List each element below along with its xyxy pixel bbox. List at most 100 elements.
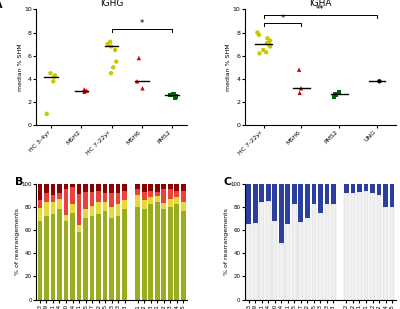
Bar — [181, 184, 186, 191]
Bar — [162, 189, 166, 203]
Point — [81, 89, 88, 94]
Bar — [122, 191, 127, 200]
Point — [44, 111, 50, 116]
Bar — [292, 184, 297, 205]
Bar — [279, 184, 284, 243]
Bar — [357, 184, 362, 192]
Bar — [344, 193, 349, 300]
Bar — [64, 184, 68, 189]
Bar — [324, 184, 329, 205]
Bar — [142, 200, 146, 209]
Point — [267, 44, 273, 49]
Bar — [305, 184, 310, 218]
Bar — [331, 205, 336, 300]
Bar — [64, 221, 68, 300]
Bar — [57, 209, 62, 300]
Bar — [148, 205, 153, 300]
Point — [136, 56, 142, 61]
Bar — [96, 214, 101, 300]
Bar — [64, 189, 68, 215]
Bar — [90, 192, 94, 205]
Bar — [377, 184, 381, 195]
Bar — [38, 208, 42, 221]
Bar — [96, 191, 101, 202]
Bar — [266, 184, 270, 201]
Bar — [259, 202, 264, 300]
Point — [113, 59, 120, 64]
Bar — [324, 205, 329, 300]
Point — [260, 48, 266, 53]
Bar — [70, 187, 75, 205]
Bar — [135, 195, 140, 207]
Bar — [168, 207, 173, 300]
Bar — [90, 205, 94, 216]
Bar — [174, 205, 179, 300]
Bar — [318, 184, 323, 213]
Y-axis label: % of rearrangements: % of rearrangements — [15, 208, 20, 275]
Y-axis label: median % SHM: median % SHM — [18, 44, 23, 91]
Bar — [83, 192, 88, 209]
Bar — [364, 191, 368, 300]
Bar — [44, 216, 49, 300]
Bar — [103, 193, 108, 202]
Bar — [96, 184, 101, 191]
Bar — [364, 184, 368, 191]
Bar — [70, 184, 75, 187]
Bar — [90, 216, 94, 300]
Bar — [142, 184, 146, 192]
Point — [256, 51, 263, 56]
Bar — [70, 213, 75, 300]
Bar — [181, 191, 186, 202]
Bar — [155, 184, 160, 192]
Bar — [38, 200, 42, 208]
Point — [167, 93, 174, 98]
Bar — [51, 195, 55, 202]
Point — [108, 71, 114, 76]
Bar — [246, 184, 251, 224]
Point — [172, 95, 178, 100]
Bar — [148, 197, 153, 205]
Point — [170, 91, 177, 96]
Bar — [142, 192, 146, 200]
Bar — [174, 191, 179, 197]
Bar — [162, 209, 166, 300]
Bar — [103, 184, 108, 193]
Bar — [253, 223, 258, 300]
Text: *: * — [140, 19, 144, 28]
Text: *: * — [280, 14, 285, 23]
Bar — [292, 205, 297, 300]
Point — [108, 44, 114, 49]
Bar — [122, 184, 127, 191]
Bar — [351, 193, 355, 300]
Bar — [298, 222, 303, 300]
Bar — [305, 218, 310, 300]
Bar — [318, 213, 323, 300]
Point — [107, 39, 114, 44]
Point — [264, 40, 270, 45]
Bar — [38, 221, 42, 300]
Bar — [286, 184, 290, 224]
Point — [298, 86, 304, 91]
Point — [332, 93, 339, 98]
Bar — [64, 215, 68, 221]
Bar — [135, 207, 140, 300]
Bar — [83, 209, 88, 218]
Bar — [174, 197, 179, 205]
Bar — [57, 184, 62, 193]
Bar — [155, 202, 160, 300]
Bar — [135, 184, 140, 189]
Bar — [77, 184, 81, 194]
Bar — [286, 224, 290, 300]
Bar — [279, 243, 284, 300]
Bar — [253, 184, 258, 223]
Bar — [246, 224, 251, 300]
Bar — [168, 199, 173, 207]
Bar — [148, 191, 153, 197]
Point — [332, 91, 338, 96]
Bar — [83, 184, 88, 192]
Bar — [390, 207, 394, 300]
Bar — [96, 202, 101, 214]
Bar — [44, 202, 49, 216]
Bar — [155, 192, 160, 196]
Bar — [103, 202, 108, 211]
